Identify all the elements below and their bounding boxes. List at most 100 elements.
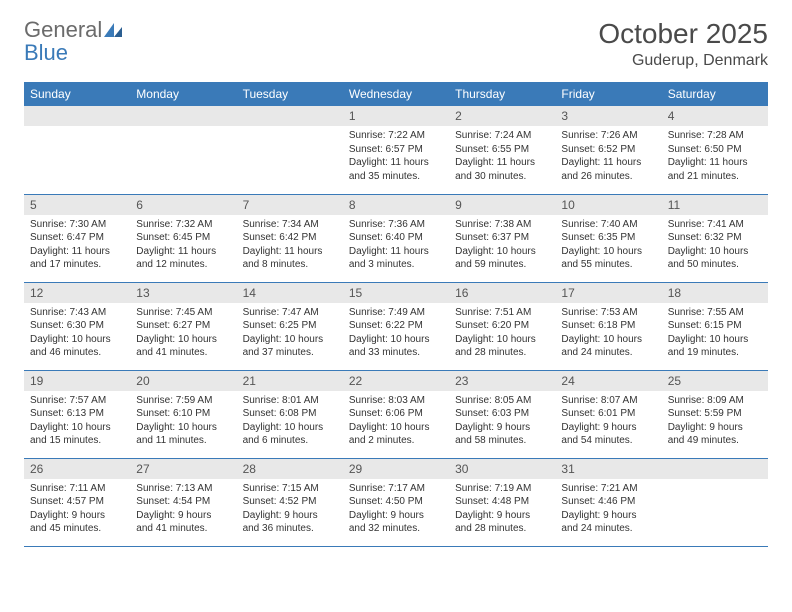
day-number: 10 (555, 195, 661, 215)
weekday-header: Thursday (449, 82, 555, 106)
day-info: Sunrise: 7:24 AMSunset: 6:55 PMDaylight:… (449, 126, 555, 187)
day-info: Sunrise: 8:01 AMSunset: 6:08 PMDaylight:… (237, 391, 343, 452)
day-number: 28 (237, 459, 343, 479)
calendar-cell: 26Sunrise: 7:11 AMSunset: 4:57 PMDayligh… (24, 458, 130, 546)
day-info: Sunrise: 7:19 AMSunset: 4:48 PMDaylight:… (449, 479, 555, 540)
calendar-cell: 22Sunrise: 8:03 AMSunset: 6:06 PMDayligh… (343, 370, 449, 458)
day-number: 15 (343, 283, 449, 303)
day-info: Sunrise: 7:55 AMSunset: 6:15 PMDaylight:… (662, 303, 768, 364)
day-number: 14 (237, 283, 343, 303)
day-info: Sunrise: 7:26 AMSunset: 6:52 PMDaylight:… (555, 126, 661, 187)
day-info: Sunrise: 8:07 AMSunset: 6:01 PMDaylight:… (555, 391, 661, 452)
calendar-cell: 5Sunrise: 7:30 AMSunset: 6:47 PMDaylight… (24, 194, 130, 282)
day-info: Sunrise: 7:41 AMSunset: 6:32 PMDaylight:… (662, 215, 768, 276)
calendar-cell: 24Sunrise: 8:07 AMSunset: 6:01 PMDayligh… (555, 370, 661, 458)
day-number (237, 106, 343, 126)
calendar-week: 19Sunrise: 7:57 AMSunset: 6:13 PMDayligh… (24, 370, 768, 458)
day-info: Sunrise: 7:38 AMSunset: 6:37 PMDaylight:… (449, 215, 555, 276)
day-number: 4 (662, 106, 768, 126)
day-number: 3 (555, 106, 661, 126)
day-info: Sunrise: 7:45 AMSunset: 6:27 PMDaylight:… (130, 303, 236, 364)
calendar-cell (24, 106, 130, 194)
calendar-cell: 27Sunrise: 7:13 AMSunset: 4:54 PMDayligh… (130, 458, 236, 546)
weekday-header: Tuesday (237, 82, 343, 106)
day-number: 11 (662, 195, 768, 215)
day-number: 18 (662, 283, 768, 303)
day-number: 27 (130, 459, 236, 479)
calendar-cell: 9Sunrise: 7:38 AMSunset: 6:37 PMDaylight… (449, 194, 555, 282)
logo-icon (104, 18, 124, 41)
weekday-header: Monday (130, 82, 236, 106)
calendar-cell (130, 106, 236, 194)
day-info: Sunrise: 7:28 AMSunset: 6:50 PMDaylight:… (662, 126, 768, 187)
calendar-cell: 19Sunrise: 7:57 AMSunset: 6:13 PMDayligh… (24, 370, 130, 458)
day-info: Sunrise: 7:57 AMSunset: 6:13 PMDaylight:… (24, 391, 130, 452)
calendar-cell: 21Sunrise: 8:01 AMSunset: 6:08 PMDayligh… (237, 370, 343, 458)
day-number: 22 (343, 371, 449, 391)
calendar-cell: 4Sunrise: 7:28 AMSunset: 6:50 PMDaylight… (662, 106, 768, 194)
day-info: Sunrise: 7:13 AMSunset: 4:54 PMDaylight:… (130, 479, 236, 540)
day-info: Sunrise: 7:15 AMSunset: 4:52 PMDaylight:… (237, 479, 343, 540)
day-info: Sunrise: 8:05 AMSunset: 6:03 PMDaylight:… (449, 391, 555, 452)
day-number: 25 (662, 371, 768, 391)
calendar-cell: 16Sunrise: 7:51 AMSunset: 6:20 PMDayligh… (449, 282, 555, 370)
day-number: 31 (555, 459, 661, 479)
calendar-cell: 2Sunrise: 7:24 AMSunset: 6:55 PMDaylight… (449, 106, 555, 194)
calendar-cell: 20Sunrise: 7:59 AMSunset: 6:10 PMDayligh… (130, 370, 236, 458)
weekday-header: Sunday (24, 82, 130, 106)
day-number: 20 (130, 371, 236, 391)
calendar-week: 26Sunrise: 7:11 AMSunset: 4:57 PMDayligh… (24, 458, 768, 546)
day-number: 29 (343, 459, 449, 479)
calendar-cell: 15Sunrise: 7:49 AMSunset: 6:22 PMDayligh… (343, 282, 449, 370)
logo: GeneralBlue (24, 18, 126, 64)
day-info: Sunrise: 7:36 AMSunset: 6:40 PMDaylight:… (343, 215, 449, 276)
day-number: 9 (449, 195, 555, 215)
calendar-cell: 3Sunrise: 7:26 AMSunset: 6:52 PMDaylight… (555, 106, 661, 194)
day-number: 5 (24, 195, 130, 215)
calendar-cell: 12Sunrise: 7:43 AMSunset: 6:30 PMDayligh… (24, 282, 130, 370)
calendar-cell: 7Sunrise: 7:34 AMSunset: 6:42 PMDaylight… (237, 194, 343, 282)
day-number: 21 (237, 371, 343, 391)
day-info: Sunrise: 7:40 AMSunset: 6:35 PMDaylight:… (555, 215, 661, 276)
day-number: 16 (449, 283, 555, 303)
day-info: Sunrise: 7:51 AMSunset: 6:20 PMDaylight:… (449, 303, 555, 364)
day-info: Sunrise: 7:34 AMSunset: 6:42 PMDaylight:… (237, 215, 343, 276)
day-number: 7 (237, 195, 343, 215)
day-number: 13 (130, 283, 236, 303)
calendar-cell: 28Sunrise: 7:15 AMSunset: 4:52 PMDayligh… (237, 458, 343, 546)
day-info: Sunrise: 7:59 AMSunset: 6:10 PMDaylight:… (130, 391, 236, 452)
calendar-cell: 30Sunrise: 7:19 AMSunset: 4:48 PMDayligh… (449, 458, 555, 546)
header: GeneralBlue October 2025 Guderup, Denmar… (24, 18, 768, 70)
title-block: October 2025 Guderup, Denmark (598, 18, 768, 70)
calendar-cell: 10Sunrise: 7:40 AMSunset: 6:35 PMDayligh… (555, 194, 661, 282)
logo-text-2: Blue (24, 40, 68, 65)
calendar-week: 5Sunrise: 7:30 AMSunset: 6:47 PMDaylight… (24, 194, 768, 282)
day-number: 2 (449, 106, 555, 126)
day-info: Sunrise: 7:30 AMSunset: 6:47 PMDaylight:… (24, 215, 130, 276)
calendar-cell: 23Sunrise: 8:05 AMSunset: 6:03 PMDayligh… (449, 370, 555, 458)
calendar-cell: 17Sunrise: 7:53 AMSunset: 6:18 PMDayligh… (555, 282, 661, 370)
calendar-cell: 25Sunrise: 8:09 AMSunset: 5:59 PMDayligh… (662, 370, 768, 458)
day-info: Sunrise: 7:43 AMSunset: 6:30 PMDaylight:… (24, 303, 130, 364)
day-number: 19 (24, 371, 130, 391)
calendar-cell: 14Sunrise: 7:47 AMSunset: 6:25 PMDayligh… (237, 282, 343, 370)
calendar-cell: 13Sunrise: 7:45 AMSunset: 6:27 PMDayligh… (130, 282, 236, 370)
month-title: October 2025 (598, 18, 768, 50)
calendar-cell: 31Sunrise: 7:21 AMSunset: 4:46 PMDayligh… (555, 458, 661, 546)
calendar-cell: 8Sunrise: 7:36 AMSunset: 6:40 PMDaylight… (343, 194, 449, 282)
day-info: Sunrise: 7:49 AMSunset: 6:22 PMDaylight:… (343, 303, 449, 364)
day-info: Sunrise: 7:53 AMSunset: 6:18 PMDaylight:… (555, 303, 661, 364)
day-number: 24 (555, 371, 661, 391)
day-info: Sunrise: 7:21 AMSunset: 4:46 PMDaylight:… (555, 479, 661, 540)
day-info: Sunrise: 7:17 AMSunset: 4:50 PMDaylight:… (343, 479, 449, 540)
day-number (130, 106, 236, 126)
calendar-cell: 18Sunrise: 7:55 AMSunset: 6:15 PMDayligh… (662, 282, 768, 370)
calendar-cell: 29Sunrise: 7:17 AMSunset: 4:50 PMDayligh… (343, 458, 449, 546)
calendar-table: SundayMondayTuesdayWednesdayThursdayFrid… (24, 82, 768, 547)
day-number: 26 (24, 459, 130, 479)
weekday-header: Friday (555, 82, 661, 106)
day-info: Sunrise: 7:11 AMSunset: 4:57 PMDaylight:… (24, 479, 130, 540)
calendar-week: 12Sunrise: 7:43 AMSunset: 6:30 PMDayligh… (24, 282, 768, 370)
weekday-header: Wednesday (343, 82, 449, 106)
calendar-cell (662, 458, 768, 546)
